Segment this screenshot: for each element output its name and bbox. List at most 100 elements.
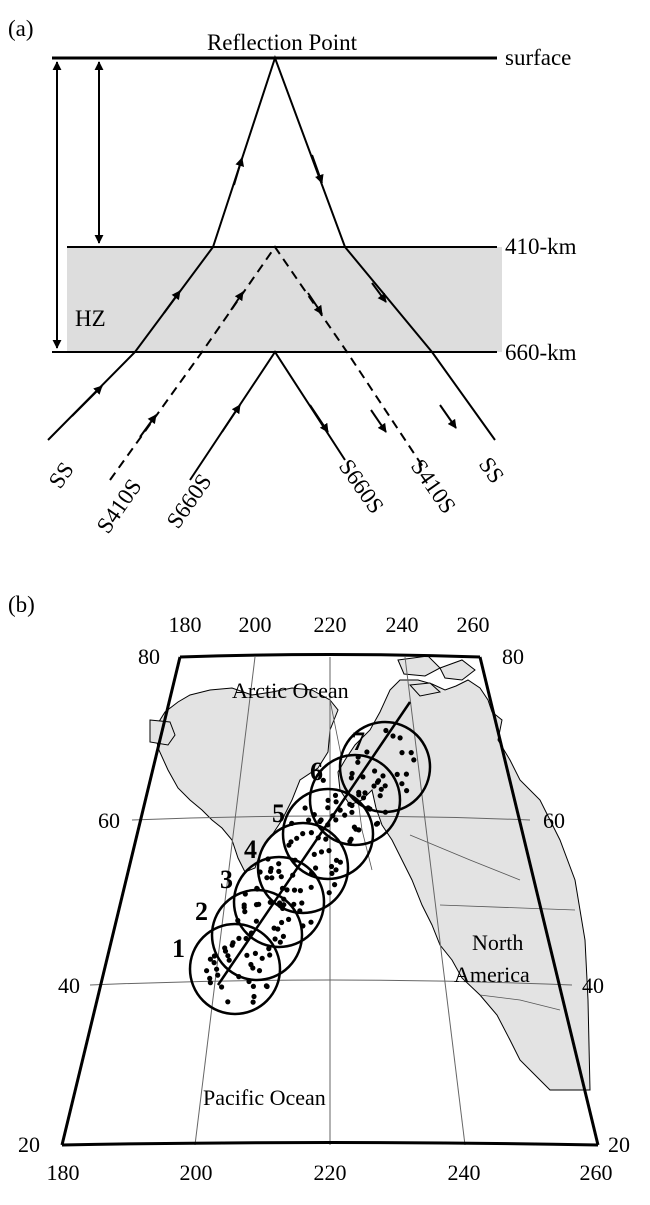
bounce-point	[271, 925, 277, 931]
bounce-point	[279, 919, 285, 926]
s410s-out-arrow-mid	[307, 292, 323, 315]
transition-zone	[67, 247, 502, 352]
bounce-point	[360, 795, 367, 801]
bounce-point	[236, 974, 242, 980]
bounce-point	[356, 827, 362, 833]
right-lat-tick-20: 20	[608, 1132, 630, 1157]
pacific-ocean-label: Pacific Ocean	[203, 1085, 326, 1110]
bin-circle-1	[188, 922, 282, 1016]
bounce-point	[207, 956, 213, 962]
bounce-point	[356, 789, 362, 796]
bounce-point	[222, 945, 228, 951]
map-frame	[60, 653, 600, 1147]
bounce-point	[349, 770, 355, 777]
bounce-point	[277, 900, 283, 906]
bounce-point	[219, 984, 225, 990]
bounce-point	[236, 935, 242, 942]
s660s-label-left: S660S	[162, 469, 217, 533]
bin-number-3: 3	[220, 865, 233, 894]
bounce-point	[348, 775, 354, 781]
bounce-point	[318, 817, 324, 823]
ss-out-arrow-lower	[439, 404, 457, 429]
bounce-point	[278, 874, 284, 880]
bounce-point	[230, 940, 236, 946]
bounce-point	[250, 983, 256, 990]
bounce-point	[297, 888, 303, 894]
right-lat-tick-40: 40	[582, 973, 604, 998]
bin-circle-4	[256, 821, 350, 915]
s660s-ray-path	[189, 350, 346, 481]
bounce-point	[276, 868, 282, 875]
surface-label: surface	[505, 45, 571, 70]
bounce-point	[399, 781, 405, 787]
top-lon-tick-200: 200	[239, 612, 272, 637]
bounce-point	[294, 835, 300, 841]
bounce-point	[404, 788, 410, 794]
s660s-label-right: S660S	[334, 455, 389, 519]
panel-a-label: (a)	[8, 16, 34, 41]
s410s-out-arrow-lower	[370, 409, 387, 433]
bounce-point	[256, 968, 263, 974]
s660s-out-arrow	[309, 404, 329, 433]
bounce-point	[411, 757, 417, 763]
bounce-point	[333, 867, 339, 873]
bounce-point	[299, 900, 305, 906]
bounce-point	[408, 750, 414, 756]
frame-top	[179, 653, 481, 659]
meridian-200	[194, 656, 256, 1146]
bounce-point	[326, 890, 332, 896]
bounce-point	[332, 792, 339, 799]
bounce-point	[211, 960, 217, 966]
bounce-point	[364, 749, 370, 755]
bounce-point	[276, 861, 282, 867]
bounce-point	[284, 887, 290, 893]
ss-label-left: SS	[44, 458, 79, 493]
bounce-point	[311, 851, 317, 858]
bounce-point	[315, 835, 321, 841]
bounce-point	[211, 953, 217, 959]
bounce-point	[291, 887, 298, 893]
bounce-point	[399, 750, 405, 756]
panel-a: (a) Reflection Point surface 410-km 660-…	[8, 16, 577, 538]
bounce-point	[313, 865, 319, 871]
bin-number-1: 1	[172, 934, 185, 963]
bounce-point	[333, 857, 340, 863]
bounce-point	[333, 799, 339, 805]
bounce-point	[250, 965, 256, 971]
bounce-point	[308, 919, 314, 925]
bounce-point	[225, 999, 231, 1005]
s660s-in-arrow	[221, 404, 241, 433]
political-boundaries	[329, 699, 576, 1011]
bin-number-5: 5	[272, 799, 285, 828]
right-lat-tick-80: 80	[502, 644, 524, 669]
bounce-point	[207, 980, 213, 986]
bounce-point	[372, 768, 378, 774]
bounce-point	[268, 865, 274, 872]
bounce-point	[306, 817, 312, 823]
bounce-point	[325, 797, 331, 804]
bounce-point	[342, 812, 348, 818]
s410s-label-left: S410S	[92, 474, 147, 538]
bounce-point	[272, 936, 278, 942]
bounce-point	[281, 902, 287, 908]
bottom-lon-tick-260: 260	[580, 1160, 613, 1185]
bin-circle-3	[232, 855, 326, 949]
bounce-point	[250, 999, 256, 1005]
north-label: North	[472, 930, 523, 955]
ss-out-arrow-mid	[371, 282, 387, 303]
bin-number-2: 2	[195, 897, 208, 926]
meridian-240	[404, 656, 466, 1146]
bounce-point	[297, 908, 303, 914]
bin-circle-6	[308, 753, 402, 847]
bounce-point	[382, 783, 388, 789]
bounce-point	[207, 975, 213, 982]
bounce-point	[286, 916, 292, 923]
bounce-point	[242, 891, 248, 897]
bounce-point	[279, 885, 286, 892]
bounce-point	[280, 933, 286, 940]
panel-b-label: (b)	[8, 592, 35, 617]
bounce-point	[308, 830, 314, 836]
panel-b: (b) 180 200 220 240 260 180	[8, 592, 630, 1185]
bounce-point	[242, 909, 248, 915]
